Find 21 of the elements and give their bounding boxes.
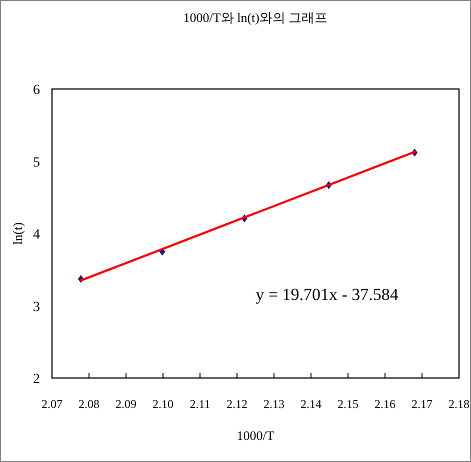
x-tick-label: 2.10: [152, 397, 174, 411]
y-tick-label: 4: [33, 228, 40, 242]
ylabel: ln(t): [10, 222, 25, 245]
x-tick-label: 2.07: [42, 397, 62, 411]
x-tick-label: 2.12: [226, 397, 248, 411]
y-tick-label: 6: [33, 83, 40, 98]
annotation: y = 19.701x - 37.584: [256, 285, 398, 304]
x-tick-label: 2.08: [78, 397, 100, 411]
x-tick-label: 2.15: [338, 397, 358, 411]
x-tick-label: 2.16: [374, 397, 396, 411]
x-tick-label: 2.14: [300, 397, 322, 411]
title: 1000/T와 ln(t)와의 그래프: [183, 10, 328, 25]
y-tick-label: 3: [33, 300, 40, 315]
x-tick-label: 2.17: [412, 397, 432, 411]
x-tick-label: 2.18: [448, 397, 470, 411]
xlabel: 1000/T: [236, 428, 274, 443]
x-tick-label: 2.13: [264, 397, 284, 411]
x-tick-label: 2.11: [190, 397, 210, 411]
y-tick-label: 2: [33, 372, 40, 387]
y-tick-label: 5: [33, 155, 40, 170]
x-tick-label: 2.09: [116, 397, 136, 411]
